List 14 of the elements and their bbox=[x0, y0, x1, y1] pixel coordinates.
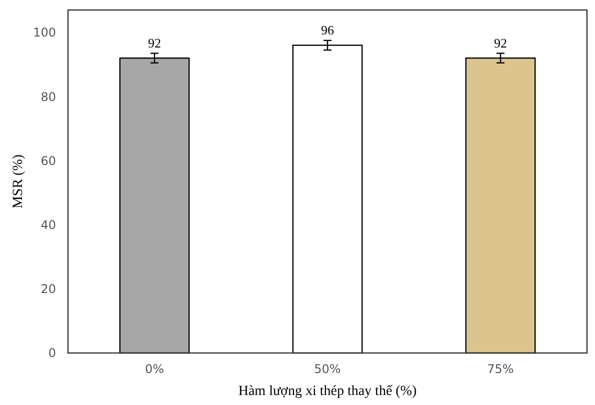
x-tick-label: 50% bbox=[314, 362, 341, 376]
data-label: 92 bbox=[494, 35, 507, 50]
y-tick-label: 40 bbox=[40, 218, 56, 232]
y-tick-label: 0 bbox=[48, 346, 56, 360]
x-axis-title: Hàm lượng xi thép thay thế (%) bbox=[238, 384, 417, 399]
y-tick-label: 20 bbox=[40, 282, 56, 296]
y-axis-title: MSR (%) bbox=[11, 154, 26, 209]
x-tick-label: 75% bbox=[487, 362, 514, 376]
x-tick-label: 0% bbox=[144, 362, 164, 376]
data-label: 92 bbox=[148, 35, 161, 50]
data-label: 96 bbox=[321, 22, 334, 38]
y-tick-label: 80 bbox=[40, 90, 56, 104]
y-tick-label: 100 bbox=[33, 26, 56, 40]
y-tick-label: 60 bbox=[40, 154, 56, 168]
